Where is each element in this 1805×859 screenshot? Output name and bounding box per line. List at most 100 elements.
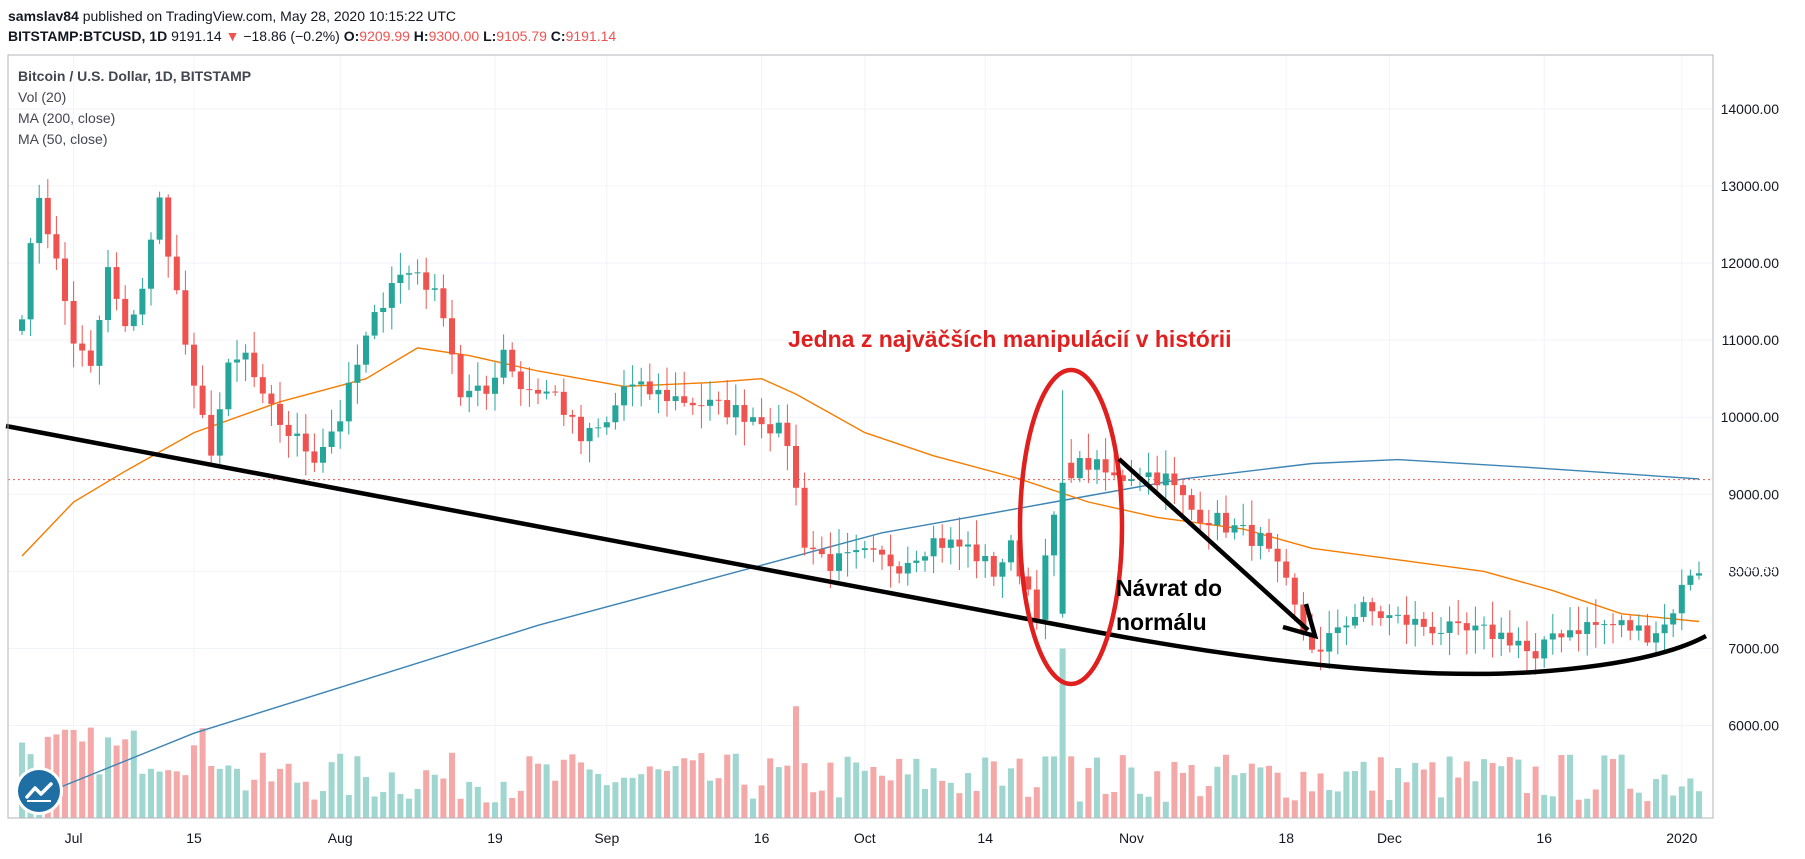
volume-bar (896, 758, 903, 818)
author-name[interactable]: samslav84 (8, 8, 79, 24)
volume-bar (1068, 756, 1075, 818)
candle-body (801, 487, 808, 548)
candle-body (259, 377, 266, 394)
close-value: 9191.14 (565, 28, 617, 44)
volume-bar (835, 797, 843, 818)
candle-body (982, 556, 989, 562)
ma200-path (21, 458, 1700, 804)
candle-body (251, 352, 258, 378)
volume-bar (749, 798, 757, 818)
volume-bar (1446, 756, 1453, 818)
volume-bar (1179, 772, 1187, 818)
candle-body (1592, 622, 1599, 625)
volume-bar (1463, 761, 1470, 818)
volume-bar (319, 791, 327, 818)
candle-body (208, 414, 215, 456)
legend-symbol[interactable]: Bitcoin / U.S. Dollar, 1D, BITSTAMP (18, 68, 252, 84)
symbol-label[interactable]: BITSTAMP:BTCUSD, 1D (8, 28, 168, 44)
candle-body (672, 396, 679, 402)
candle-body (956, 539, 963, 547)
volume-bar (139, 773, 146, 818)
volume-bar (225, 765, 232, 818)
candle-body (354, 364, 361, 383)
candle-body (560, 391, 567, 415)
x-tick-label: Jul (65, 830, 83, 846)
candle-body (1420, 618, 1427, 627)
volume-bar (827, 762, 834, 818)
ohlc-line: BITSTAMP:BTCUSD, 1D 9191.14 ▼ −18.86 (−0… (8, 26, 1798, 46)
candle-body (1635, 625, 1642, 631)
candle-body (1007, 540, 1015, 563)
tradingview-logo[interactable] (18, 770, 60, 812)
volume-bar (1377, 757, 1384, 818)
y-tick-label: 11000.00 (1722, 332, 1780, 348)
candle-body (122, 298, 129, 327)
low-value: 9105.79 (496, 28, 547, 44)
candle-body (199, 385, 206, 415)
volume-bar (560, 759, 567, 818)
volume-bar (147, 768, 155, 818)
candle-body (113, 267, 120, 299)
volume-bar (706, 780, 714, 818)
y-tick-label: 14000.00 (1721, 101, 1780, 117)
candle-body (216, 409, 223, 456)
volume-bar (758, 785, 765, 818)
return-annotation-line2: normálu (1116, 609, 1207, 635)
legend-volume[interactable]: Vol (20) (18, 89, 67, 105)
candle-body (741, 405, 748, 422)
volume-bar (371, 796, 378, 818)
return-arrow-line (1117, 457, 1310, 632)
candle-body (1111, 472, 1118, 476)
volume-bar (1394, 767, 1402, 818)
volume-bar (1119, 755, 1126, 818)
x-tick-label: 19 (487, 830, 503, 846)
candle-body (534, 389, 542, 394)
volume-bar (887, 780, 894, 818)
high-label: H: (413, 28, 429, 44)
candle-body (818, 549, 825, 555)
candle-body (1300, 604, 1307, 635)
chart-header: samslav84 published on TradingView.com, … (8, 6, 1798, 46)
volume-bar (122, 739, 129, 818)
candle-body (414, 272, 421, 274)
return-annotation: Návrat do normálu (1116, 571, 1222, 639)
volume-bar (775, 767, 782, 818)
candle-body (947, 539, 954, 548)
last-price: 9191.14 (171, 28, 222, 44)
volume-bar (1197, 796, 1204, 818)
volume-bar (405, 798, 413, 818)
volume-bar (1661, 774, 1668, 818)
y-tick-label: 6000.00 (1728, 718, 1779, 734)
volume-bar (1472, 781, 1479, 818)
candle-body (1601, 624, 1608, 626)
candle-body (1360, 602, 1367, 617)
candle-body (939, 538, 946, 548)
candle-body (526, 389, 533, 391)
volume-bar (1420, 769, 1427, 818)
candle-body (225, 362, 232, 410)
volume-bar (53, 734, 60, 818)
candle-body (268, 393, 275, 404)
volume-bar (509, 798, 516, 818)
plot-frame (7, 54, 1714, 819)
volume-bar (672, 766, 679, 818)
legend-ma50[interactable]: MA (50, close) (18, 131, 108, 147)
volume-bar (1257, 767, 1264, 818)
candle-body (878, 549, 886, 555)
candle-body (491, 377, 499, 394)
volume-bar (259, 752, 266, 818)
candle-body (1695, 573, 1703, 576)
open-value: 9209.99 (359, 28, 410, 44)
candle-body (285, 424, 292, 436)
volume-bar (1687, 778, 1694, 818)
volume-bar (1093, 757, 1101, 818)
open-label: O: (343, 28, 360, 44)
volume-bar (242, 790, 249, 818)
legend-ma200[interactable]: MA (200, close) (18, 110, 116, 126)
candle-body (457, 354, 464, 398)
candle-body (732, 405, 739, 418)
x-tick-label: Dec (1377, 830, 1402, 846)
candle-body (319, 446, 327, 463)
volume-bar (1171, 761, 1178, 818)
